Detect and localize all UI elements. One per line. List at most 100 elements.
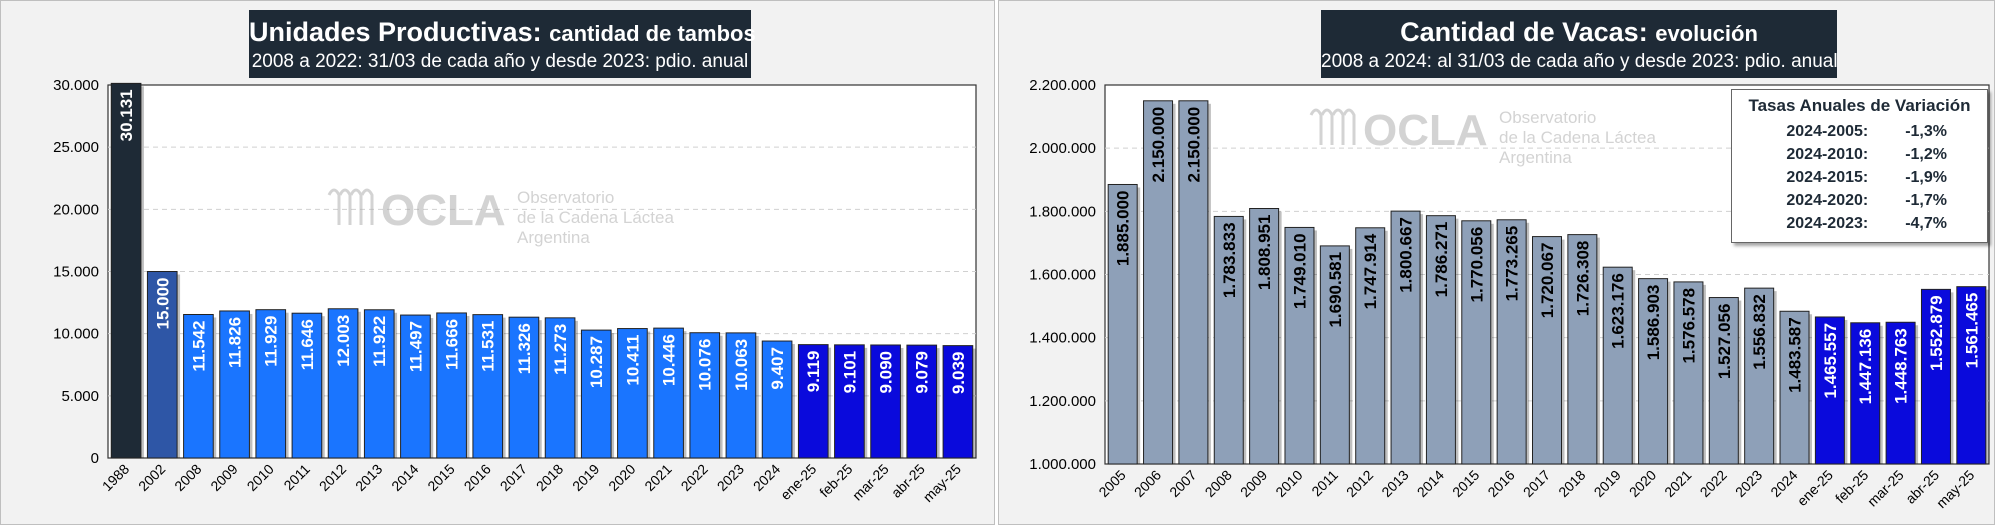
- x-tick-label: 2021: [1661, 467, 1694, 500]
- y-tick-label: 1.800.000: [1029, 203, 1096, 220]
- x-tick-label: 2011: [1308, 467, 1341, 500]
- bar: [906, 344, 938, 459]
- y-tick-label: 15.000: [53, 264, 99, 281]
- bar-value-label: 11.273: [551, 324, 570, 375]
- y-tick-label: 1.600.000: [1029, 267, 1096, 284]
- x-tick-label: may-25: [1933, 467, 1977, 511]
- bar: [1708, 297, 1739, 465]
- bar: [1532, 236, 1562, 465]
- right-chart-subtitle: 2008 a 2024: al 31/03 de cada año y desd…: [1321, 51, 1838, 72]
- bar-value-label: 11.326: [515, 323, 534, 374]
- bar-value-label: 1.800.667: [1397, 217, 1416, 293]
- x-tick-label: 2012: [1343, 467, 1376, 500]
- bar: [1920, 288, 1951, 465]
- bar-value-label: 1.726.308: [1573, 241, 1592, 317]
- bar: [1850, 322, 1881, 465]
- x-tick-label: 2016: [1484, 467, 1517, 500]
- bar-value-label: 11.929: [262, 316, 281, 367]
- x-tick-label: ene-25: [1794, 467, 1836, 509]
- bar: [1814, 316, 1845, 465]
- x-tick-label: 2023: [714, 461, 747, 494]
- bar-value-label: 1.447.136: [1856, 329, 1875, 405]
- x-tick-label: 2024: [750, 461, 783, 494]
- bar: [1567, 234, 1598, 465]
- rate-label: 2024-2010:: [1786, 146, 1869, 163]
- watermark-wave-icon: [1309, 108, 1323, 145]
- bar-value-label: 1.527.056: [1715, 304, 1734, 380]
- rate-label: 2024-2005:: [1786, 123, 1869, 140]
- bar-value-label: 11.646: [298, 319, 317, 370]
- x-tick-label: 2022: [678, 461, 711, 494]
- bar-value-label: 11.497: [406, 321, 425, 372]
- x-tick-label: 2019: [569, 461, 602, 494]
- x-tick-label: 2010: [1272, 467, 1305, 500]
- right-title-main: Cantidad de Vacas:: [1400, 17, 1648, 47]
- x-tick-label: 2021: [641, 461, 674, 494]
- bar: [1744, 287, 1775, 465]
- watermark-wave-icon: [1320, 108, 1334, 145]
- rates-row: 2024-2020: -1,7%: [1732, 189, 1987, 212]
- bar-value-label: 1.552.879: [1927, 295, 1946, 371]
- bar: [436, 312, 467, 459]
- x-tick-label: 2018: [533, 461, 566, 494]
- x-tick-label: 2020: [1626, 467, 1659, 500]
- bar: [291, 312, 323, 459]
- left-bar-chart: 0 5.000 10.000 15.000 20.000 25.000 30.000 OCLA…: [53, 77, 977, 505]
- rates-row: 2024-2005: -1,3%: [1732, 120, 1987, 143]
- bar: [472, 314, 504, 459]
- x-tick-label: 2016: [461, 461, 494, 494]
- bar-value-label: 10.076: [696, 339, 715, 391]
- bar: [1425, 215, 1456, 465]
- left-title-main: Unidades Productivas:: [249, 17, 542, 47]
- bar-value-label: 10.287: [587, 336, 606, 388]
- bar: [1390, 210, 1421, 465]
- bar-value-label: 2.150.000: [1149, 107, 1168, 183]
- bar: [1673, 281, 1704, 465]
- bar-value-label: 1.885.000: [1114, 190, 1133, 266]
- watermark-line: de la Cadena Láctea: [517, 208, 674, 227]
- bar: [146, 271, 178, 459]
- x-tick-label: 2022: [1697, 467, 1730, 500]
- left-chart-title-box: Unidades Productivas: cantidad de tambos…: [249, 10, 756, 78]
- rates-row: 2024-2015: -1,9%: [1732, 166, 1987, 189]
- bar-value-label: 30.131: [117, 89, 136, 141]
- left-chart-title: Unidades Productivas: cantidad de tambos: [249, 16, 756, 50]
- x-tick-label: 1988: [99, 461, 132, 494]
- bar-value-label: 1.556.832: [1750, 294, 1769, 370]
- y-tick-label: 1.200.000: [1029, 393, 1096, 410]
- left-chart-subtitle: 2008 a 2022: 31/03 de cada año y desde 2…: [251, 51, 749, 72]
- bar: [580, 329, 612, 459]
- right-chart-panel: Cantidad de Vacas: evolución 2008 a 2024…: [998, 0, 1995, 525]
- y-tick-label: 5.000: [61, 388, 99, 405]
- watermark-wave-icon: [327, 188, 341, 225]
- watermark-wave-icon: [1342, 108, 1356, 145]
- watermark-line: Argentina: [517, 228, 590, 247]
- bar: [544, 317, 576, 459]
- y-tick-label: 0: [91, 450, 99, 467]
- x-tick-label: mar-25: [849, 461, 892, 504]
- rate-value: -1,7%: [1905, 192, 1947, 209]
- x-tick-label: ene-25: [777, 461, 819, 503]
- bar-value-label: 11.826: [226, 317, 245, 368]
- bar: [1178, 100, 1209, 465]
- x-tick-label: 2017: [497, 461, 530, 494]
- bar-value-label: 1.747.914: [1361, 233, 1380, 309]
- bar: [1602, 266, 1633, 465]
- bar: [653, 327, 684, 459]
- bar: [1107, 183, 1138, 465]
- x-tick-label: 2015: [1449, 467, 1482, 500]
- bar: [1956, 286, 1987, 465]
- rates-row: 2024-2010: -1,2%: [1732, 143, 1987, 166]
- bar: [797, 344, 829, 459]
- bar-value-label: 15.000: [153, 278, 172, 330]
- right-chart-title: Cantidad de Vacas: evolución: [1321, 16, 1837, 50]
- bar: [219, 310, 250, 459]
- left-title-sub: cantidad de tambos: [549, 21, 756, 46]
- watermark-wave-icon: [338, 188, 352, 225]
- x-tick-label: 2009: [1237, 467, 1270, 500]
- x-tick-label: 2018: [1555, 467, 1588, 500]
- bar-value-label: 10.446: [660, 334, 679, 386]
- bar: [1496, 219, 1527, 465]
- bar: [1779, 310, 1810, 465]
